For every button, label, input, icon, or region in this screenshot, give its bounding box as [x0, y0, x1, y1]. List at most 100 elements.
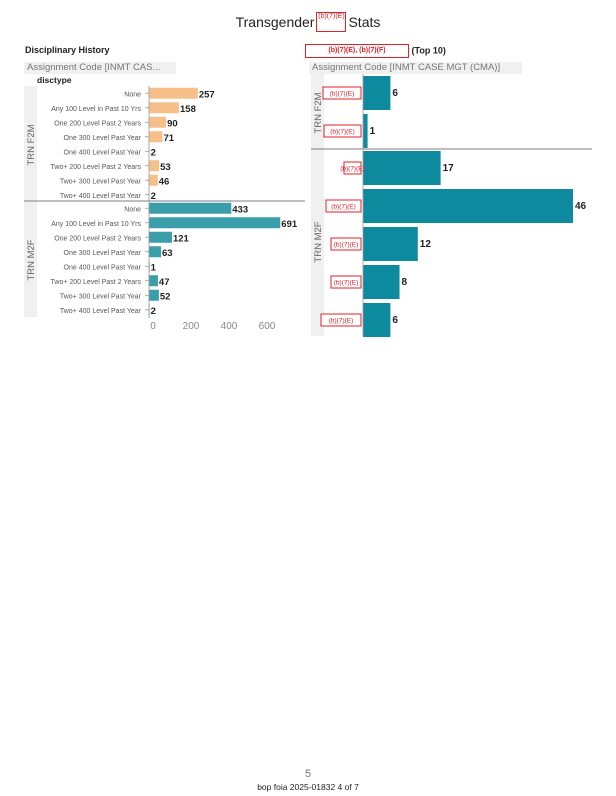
data-label: 12 [420, 239, 432, 250]
bar [363, 151, 441, 185]
category-label: One 200 Level Past 2 Years [54, 235, 141, 242]
bar [149, 231, 172, 243]
data-label: 6 [392, 88, 398, 99]
data-label: 17 [443, 163, 455, 174]
category-label: Two+ 400 Level Past Year [60, 308, 142, 315]
data-label: 52 [160, 291, 171, 302]
title-left: Transgender [235, 14, 315, 30]
bar [149, 189, 150, 201]
x-tick-label: 600 [259, 321, 276, 332]
category-label: One 300 Level Past Year [64, 135, 142, 142]
right-chart-title: (b)(7)(E), (b)(7)(F) (Top 10) [305, 44, 446, 58]
category-label: One 400 Level Past Year [64, 264, 142, 271]
category-redaction-box [323, 124, 362, 138]
data-label: 257 [199, 89, 215, 100]
data-label: 63 [162, 248, 173, 259]
title-right: Stats [348, 14, 381, 30]
bar [149, 131, 163, 143]
bar [149, 260, 150, 272]
data-label: 2 [151, 147, 156, 158]
category-redaction-label: (b)(7)(E) [334, 280, 359, 287]
category-redaction-label: (b)(7)(E) [329, 318, 354, 325]
column-header-disctype: disctype [37, 75, 72, 85]
category-label: Two+ 200 Level Past 2 Years [51, 279, 142, 286]
left-chart-subtitle: Assignment Code [INMT CAS... [24, 62, 176, 74]
category-redaction-label: (b)(7)(E) [330, 91, 355, 98]
x-tick-label: 400 [221, 321, 238, 332]
page-number: 5 [304, 768, 312, 780]
category-label: One 400 Level Past Year [64, 149, 142, 156]
bar [149, 246, 161, 258]
bar [149, 304, 150, 316]
group-label: TRN M2F [313, 221, 324, 262]
data-label: 46 [575, 201, 587, 212]
bar [363, 227, 418, 261]
bar [363, 76, 391, 110]
category-label: Any 100 Level in Past 10 Yrs [51, 106, 141, 113]
right-chart-subtitle: Assignment Code [INMT CASE MGT (CMA)] [309, 62, 522, 74]
data-label: 90 [167, 118, 178, 129]
row-header-panel [24, 86, 37, 317]
category-label: Two+ 300 Level Past Year [60, 293, 142, 300]
data-label: 121 [173, 233, 190, 244]
page-title: Transgender (b)(7)(E) Stats [0, 12, 616, 32]
category-redaction-label: (b)(7)(E) [334, 242, 359, 249]
category-redaction-box [320, 313, 362, 327]
data-label: 46 [159, 176, 170, 187]
bar [363, 265, 400, 299]
category-label: Two+ 400 Level Past Year [60, 193, 142, 200]
data-label: 158 [180, 104, 196, 115]
category-redaction-box [322, 86, 362, 100]
data-label: 691 [281, 219, 298, 230]
data-label: 1 [151, 262, 157, 273]
data-label: 53 [160, 162, 171, 173]
x-tick-label: 200 [183, 321, 200, 332]
data-label: 1 [370, 126, 376, 137]
bar [363, 189, 573, 223]
bar [149, 160, 160, 172]
x-tick-label: 0 [150, 321, 156, 332]
bar [149, 116, 167, 128]
right-title-suffix: (Top 10) [411, 45, 446, 56]
bar [363, 303, 391, 337]
bar [149, 174, 158, 186]
row-header-panel [311, 74, 324, 336]
bar [149, 145, 150, 157]
category-label: None [124, 91, 141, 98]
category-redaction-label: (b)(7)(E) [331, 204, 356, 211]
category-label: One 300 Level Past Year [64, 250, 142, 257]
category-redaction-box [325, 199, 362, 213]
bar [149, 102, 180, 114]
data-label: 2 [151, 191, 156, 202]
data-label: 71 [163, 133, 174, 144]
category-label: Two+ 200 Level Past 2 Years [51, 164, 142, 171]
group-label: TRN F2M [313, 92, 324, 133]
title-redaction-box: (b)(7)(E) [316, 12, 347, 32]
group-label: TRN M2F [26, 239, 37, 280]
bar [149, 275, 158, 287]
bar [149, 289, 159, 301]
category-redaction-box [330, 237, 362, 251]
left-chart-title: Disciplinary History [25, 45, 110, 55]
category-redaction-label: (b)(7)(E) [340, 166, 365, 173]
category-redaction-box [343, 161, 362, 175]
bar [149, 217, 281, 229]
bar [149, 87, 198, 99]
foia-reference: bop foia 2025-01832 4 of 7 [257, 782, 359, 792]
category-redaction-label: (b)(7)(E) [330, 129, 355, 136]
data-label: 433 [232, 204, 248, 215]
data-label: 2 [151, 306, 156, 317]
data-label: 6 [392, 315, 398, 326]
category-redaction-box [330, 275, 362, 289]
data-label: 8 [402, 277, 408, 288]
category-label: Two+ 300 Level Past Year [60, 178, 142, 185]
bar [149, 202, 232, 214]
data-label: 47 [159, 277, 170, 288]
category-label: Any 100 Level in Past 10 Yrs [51, 221, 141, 228]
group-label: TRN F2M [26, 124, 37, 165]
bar [363, 114, 368, 148]
right-title-redaction-box: (b)(7)(E), (b)(7)(F) [305, 44, 409, 58]
category-label: One 200 Level Past 2 Years [54, 120, 141, 127]
